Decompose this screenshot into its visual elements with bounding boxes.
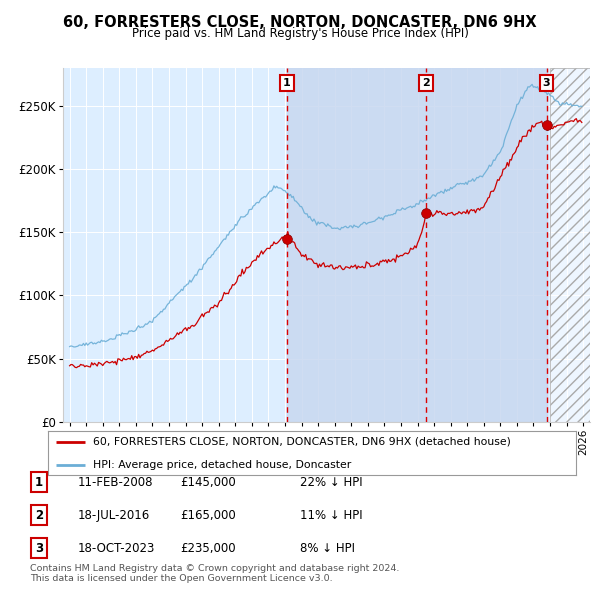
Text: 11% ↓ HPI: 11% ↓ HPI [300, 509, 362, 522]
Text: 8% ↓ HPI: 8% ↓ HPI [300, 542, 355, 555]
Text: Price paid vs. HM Land Registry's House Price Index (HPI): Price paid vs. HM Land Registry's House … [131, 27, 469, 40]
Text: 22% ↓ HPI: 22% ↓ HPI [300, 476, 362, 489]
Text: 1: 1 [283, 78, 290, 88]
Text: 60, FORRESTERS CLOSE, NORTON, DONCASTER, DN6 9HX: 60, FORRESTERS CLOSE, NORTON, DONCASTER,… [63, 15, 537, 30]
Text: 2: 2 [35, 509, 43, 522]
Text: £165,000: £165,000 [180, 509, 236, 522]
Text: HPI: Average price, detached house, Doncaster: HPI: Average price, detached house, Donc… [93, 460, 351, 470]
Text: £235,000: £235,000 [180, 542, 236, 555]
Bar [550, 68, 592, 422]
Text: Contains HM Land Registry data © Crown copyright and database right 2024.
This d: Contains HM Land Registry data © Crown c… [30, 563, 400, 583]
Text: 11-FEB-2008: 11-FEB-2008 [78, 476, 154, 489]
Text: 60, FORRESTERS CLOSE, NORTON, DONCASTER, DN6 9HX (detached house): 60, FORRESTERS CLOSE, NORTON, DONCASTER,… [93, 437, 511, 447]
Text: 18-JUL-2016: 18-JUL-2016 [78, 509, 150, 522]
Text: 2: 2 [422, 78, 430, 88]
Text: 3: 3 [35, 542, 43, 555]
Bar [550, 68, 592, 422]
Text: 1: 1 [35, 476, 43, 489]
Text: £145,000: £145,000 [180, 476, 236, 489]
Bar [287, 68, 547, 422]
Text: 3: 3 [543, 78, 550, 88]
Text: 18-OCT-2023: 18-OCT-2023 [78, 542, 155, 555]
